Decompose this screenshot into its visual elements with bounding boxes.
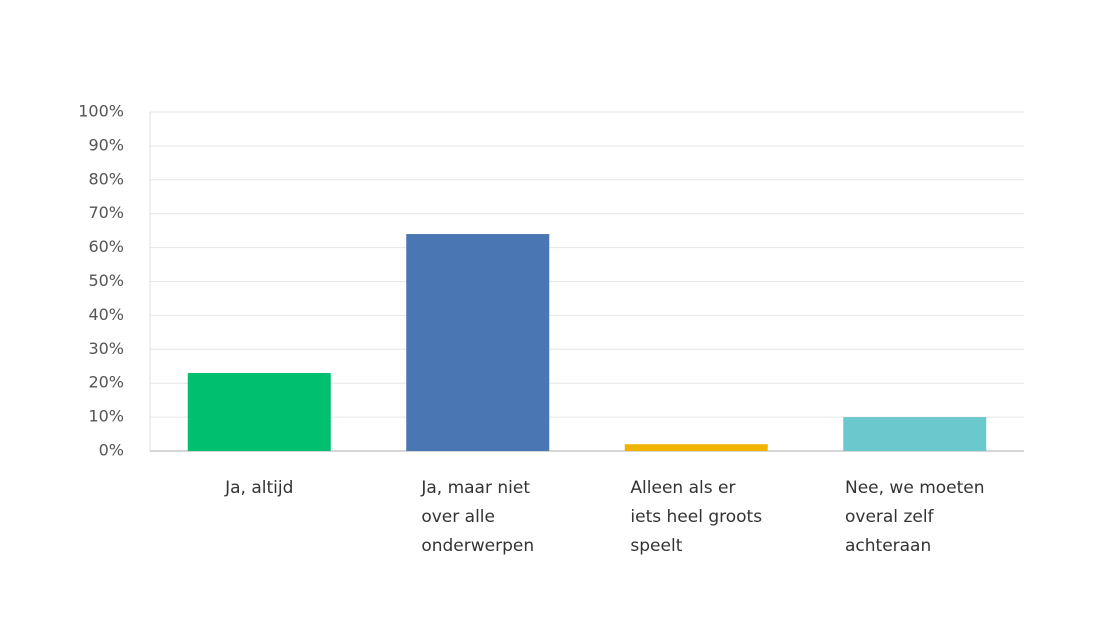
y-tick-label: 30% (88, 339, 124, 358)
x-tick-label: Alleen als er iets heel groots speelt (630, 478, 763, 556)
bar (406, 234, 550, 451)
bar (624, 444, 768, 451)
y-tick-label: 90% (88, 135, 124, 154)
x-tick-label: Ja, maar niet over alle onderwerpen (421, 478, 535, 556)
y-tick-label: 0% (99, 441, 124, 460)
y-tick-label: 70% (88, 203, 124, 222)
y-tick-label: 60% (88, 237, 124, 256)
y-tick-label: 20% (88, 373, 124, 392)
y-tick-label: 40% (88, 305, 124, 324)
y-tick-label: 100% (78, 102, 124, 121)
x-tick-label: Ja, altijd (225, 478, 294, 498)
x-tick-label: Nee, we moeten overal zelf achteraan (844, 478, 985, 556)
y-tick-label: 50% (88, 271, 124, 290)
bar (843, 417, 987, 451)
y-tick-label: 10% (88, 407, 124, 426)
bar (187, 373, 331, 451)
y-tick-label: 80% (88, 169, 124, 188)
